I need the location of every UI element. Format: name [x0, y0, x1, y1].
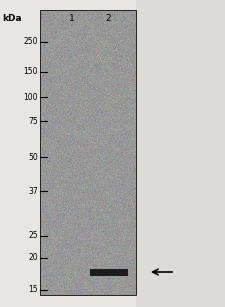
Bar	[0, 0, 40, 307]
Text: 250: 250	[23, 37, 38, 46]
Text: 75: 75	[28, 116, 38, 126]
Text: 15: 15	[28, 286, 38, 294]
Text: 50: 50	[28, 153, 38, 161]
Text: kDa: kDa	[2, 14, 22, 23]
Text: 20: 20	[28, 254, 38, 262]
Text: 37: 37	[28, 186, 38, 196]
Bar	[40, 10, 136, 295]
Text: 1: 1	[69, 14, 75, 23]
Text: 150: 150	[23, 68, 38, 76]
Text: 100: 100	[23, 92, 38, 102]
Bar	[136, 0, 225, 307]
Bar	[90, 269, 128, 275]
Text: 2: 2	[105, 14, 111, 23]
Text: 25: 25	[28, 231, 38, 240]
